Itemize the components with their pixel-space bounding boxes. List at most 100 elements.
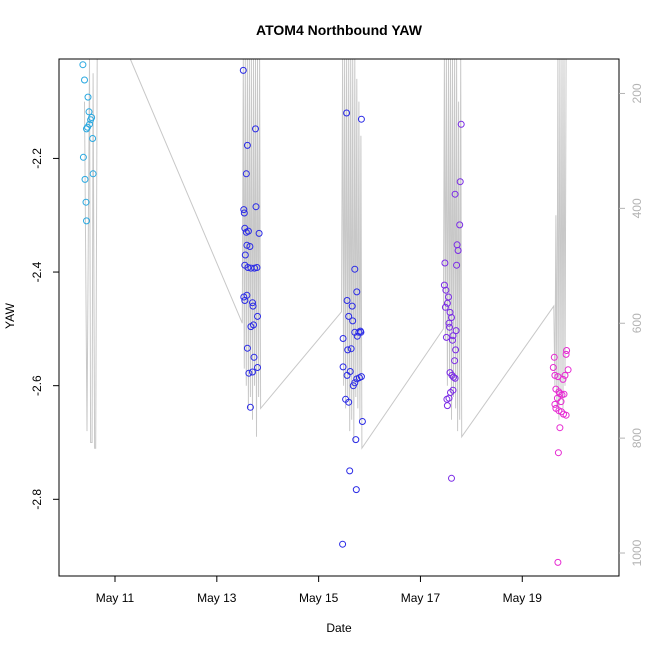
y2-tick-label: 400 [630,198,644,218]
data-point [452,346,460,354]
data-point [244,264,252,271]
data-point [344,346,352,354]
data-point [343,297,351,304]
data-point [255,229,263,237]
data-point [345,398,353,406]
data-point [357,328,365,336]
data-point [79,61,87,69]
data-point [246,403,254,411]
y-axis-left: -2.2 -2.4 -2.6 -2.8 [30,148,59,510]
data-point [554,449,562,457]
data-point [81,76,88,84]
gray-connecting-line [84,58,567,450]
data-point [85,108,93,116]
y-axis-right: 200 400 600 800 1000 [619,83,644,566]
data-point [563,347,571,354]
data-point [87,116,95,124]
data-point [347,345,355,353]
data-point [254,364,261,371]
data-point [243,344,251,352]
data-point [348,302,356,310]
y-tick-label: -2.4 [30,261,44,282]
y2-tick-label: 200 [630,83,644,103]
data-point [89,135,97,142]
data-point [250,353,258,361]
data-point [442,286,450,294]
data-point [451,374,459,382]
data-point [562,350,570,358]
data-point [349,317,357,325]
data-point [249,302,257,310]
data-point [343,109,351,117]
data-point [240,209,248,217]
y2-tick-label: 800 [630,428,644,448]
x-axis-label: Date [326,621,352,635]
x-tick-label: May 15 [299,591,339,605]
x-tick-label: May 11 [96,591,135,605]
data-point [353,332,361,340]
data-point [357,373,365,381]
data-point [559,375,567,383]
data-point [551,400,559,408]
data-point [456,178,464,186]
data-point [252,203,260,211]
data-points [79,61,572,566]
data-point [441,259,449,267]
data-point [252,125,259,133]
data-point [246,243,254,250]
x-tick-label: May 19 [503,591,543,605]
data-point [355,328,363,336]
data-point [82,198,90,206]
data-point [453,261,461,269]
data-point [352,486,360,494]
data-point [443,402,451,410]
data-point [89,170,97,178]
data-point [352,436,360,444]
data-point [83,217,90,225]
data-point [249,368,256,376]
data-point [451,190,459,198]
data-point [452,327,460,335]
data-point [561,371,569,379]
data-point [441,303,449,311]
data-point [454,247,462,254]
plot-frame [58,58,620,577]
data-point [81,175,89,183]
data-point [456,221,464,229]
data-point [558,408,565,416]
data-point [560,390,568,398]
data-point [239,66,247,74]
data-point [349,382,357,390]
y-tick-label: -2.6 [30,375,44,396]
data-point [243,291,251,299]
data-point [550,353,558,361]
data-point [84,93,92,101]
data-point [448,474,455,482]
data-point [243,141,251,149]
data-point [351,265,359,273]
x-tick-label: May 17 [401,591,441,605]
data-point [245,369,253,377]
data-point [240,206,248,214]
data-point [346,368,354,375]
connecting-lines [84,58,567,450]
data-point [345,312,353,320]
data-point [253,264,261,271]
data-point [86,120,93,128]
x-axis: May 11 May 13 May 15 May 17 May 19 [96,576,543,605]
data-point [241,251,249,259]
y-tick-label: -2.8 [30,489,44,510]
data-point [254,312,261,320]
data-point [562,411,570,419]
data-point [358,418,366,425]
data-point [249,299,256,307]
data-point [440,281,448,289]
data-point [451,357,459,365]
data-point [450,373,457,381]
data-point [442,333,450,341]
data-point [339,335,347,342]
y2-tick-label: 600 [630,313,644,333]
data-point [339,540,347,548]
